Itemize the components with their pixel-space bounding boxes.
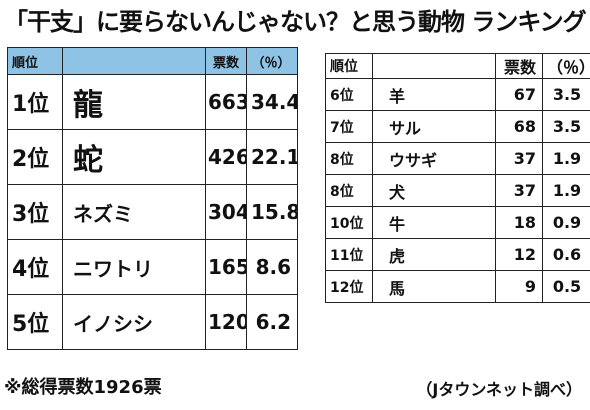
header-rank: 順位 bbox=[325, 53, 373, 79]
percent-cell: 0.5 bbox=[542, 270, 590, 303]
votes-cell: 9 bbox=[495, 270, 543, 303]
rank-cell: 3位 bbox=[7, 184, 63, 240]
animal-cell: 龍 bbox=[62, 74, 206, 130]
rank-cell: 2位 bbox=[7, 129, 63, 185]
table-row: 7位 サル 68 3.5 bbox=[325, 110, 590, 143]
animal-cell: ウサギ bbox=[372, 142, 496, 175]
percent-cell: 8.6 bbox=[246, 239, 298, 295]
percent-cell: 3.5 bbox=[542, 78, 590, 111]
rank-cell: 5位 bbox=[7, 294, 63, 350]
votes-cell: 165 bbox=[205, 239, 247, 295]
table-row: 11位 虎 12 0.6 bbox=[325, 238, 590, 271]
rank-cell: 12位 bbox=[325, 270, 373, 303]
header-name bbox=[372, 53, 496, 79]
animal-cell: ネズミ bbox=[62, 184, 206, 240]
header-votes: 票数 bbox=[495, 53, 543, 79]
percent-cell: 34.4 bbox=[246, 74, 298, 130]
animal-cell: 虎 bbox=[372, 238, 496, 271]
rank-cell: 7位 bbox=[325, 110, 373, 143]
header-votes: 票数 bbox=[205, 47, 247, 75]
table-row: 1位 龍 663 34.4 bbox=[7, 74, 298, 130]
rank-cell: 11位 bbox=[325, 238, 373, 271]
rank-cell: 6位 bbox=[325, 78, 373, 111]
percent-cell: 22.1 bbox=[246, 129, 298, 185]
header-name bbox=[62, 47, 206, 75]
votes-cell: 426 bbox=[205, 129, 247, 185]
votes-cell: 304 bbox=[205, 184, 247, 240]
source-credit: （Jタウンネット調べ） bbox=[416, 380, 582, 399]
page-title: 「干支」に要らないんじゃない？と思う動物 ランキング bbox=[4, 8, 587, 36]
votes-cell: 120 bbox=[205, 294, 247, 350]
table-row: 6位 羊 67 3.5 bbox=[325, 78, 590, 111]
percent-cell: 3.5 bbox=[542, 110, 590, 143]
rank-cell: 10位 bbox=[325, 206, 373, 239]
animal-cell: イノシシ bbox=[62, 294, 206, 350]
table-header-row: 順位 票数 （％） bbox=[7, 47, 298, 75]
table-row: 8位 犬 37 1.9 bbox=[325, 174, 590, 207]
animal-cell: 蛇 bbox=[62, 129, 206, 185]
percent-cell: 0.6 bbox=[542, 238, 590, 271]
animal-cell: ニワトリ bbox=[62, 239, 206, 295]
percent-cell: 6.2 bbox=[246, 294, 298, 350]
animal-cell: 馬 bbox=[372, 270, 496, 303]
table-row: 5位 イノシシ 120 6.2 bbox=[7, 294, 298, 350]
percent-cell: 15.8 bbox=[246, 184, 298, 240]
rank-cell: 8位 bbox=[325, 174, 373, 207]
total-votes-note: ※総得票数1926票 bbox=[4, 377, 162, 398]
animal-cell: 犬 bbox=[372, 174, 496, 207]
ranking-table-top: 順位 票数 （％） 1位 龍 663 34.4 2位 蛇 426 22.1 3位… bbox=[7, 47, 298, 350]
votes-cell: 663 bbox=[205, 74, 247, 130]
rank-cell: 1位 bbox=[7, 74, 63, 130]
votes-cell: 67 bbox=[495, 78, 543, 111]
table-row: 10位 牛 18 0.9 bbox=[325, 206, 590, 239]
votes-cell: 68 bbox=[495, 110, 543, 143]
animal-cell: 牛 bbox=[372, 206, 496, 239]
rank-cell: 8位 bbox=[325, 142, 373, 175]
table-row: 12位 馬 9 0.5 bbox=[325, 270, 590, 303]
header-percent: （％） bbox=[246, 47, 298, 75]
table-row: 3位 ネズミ 304 15.8 bbox=[7, 184, 298, 240]
header-rank: 順位 bbox=[7, 47, 63, 75]
rank-cell: 4位 bbox=[7, 239, 63, 295]
percent-cell: 0.9 bbox=[542, 206, 590, 239]
votes-cell: 12 bbox=[495, 238, 543, 271]
table-row: 2位 蛇 426 22.1 bbox=[7, 129, 298, 185]
votes-cell: 18 bbox=[495, 206, 543, 239]
table-row: 4位 ニワトリ 165 8.6 bbox=[7, 239, 298, 295]
header-percent: （％） bbox=[542, 53, 590, 79]
ranking-table-rest: 順位 票数 （％） 6位 羊 67 3.5 7位 サル 68 3.5 8位 ウサ… bbox=[325, 53, 590, 303]
animal-cell: 羊 bbox=[372, 78, 496, 111]
table-row: 8位 ウサギ 37 1.9 bbox=[325, 142, 590, 175]
animal-cell: サル bbox=[372, 110, 496, 143]
percent-cell: 1.9 bbox=[542, 174, 590, 207]
table-header-row: 順位 票数 （％） bbox=[325, 53, 590, 79]
votes-cell: 37 bbox=[495, 142, 543, 175]
votes-cell: 37 bbox=[495, 174, 543, 207]
percent-cell: 1.9 bbox=[542, 142, 590, 175]
